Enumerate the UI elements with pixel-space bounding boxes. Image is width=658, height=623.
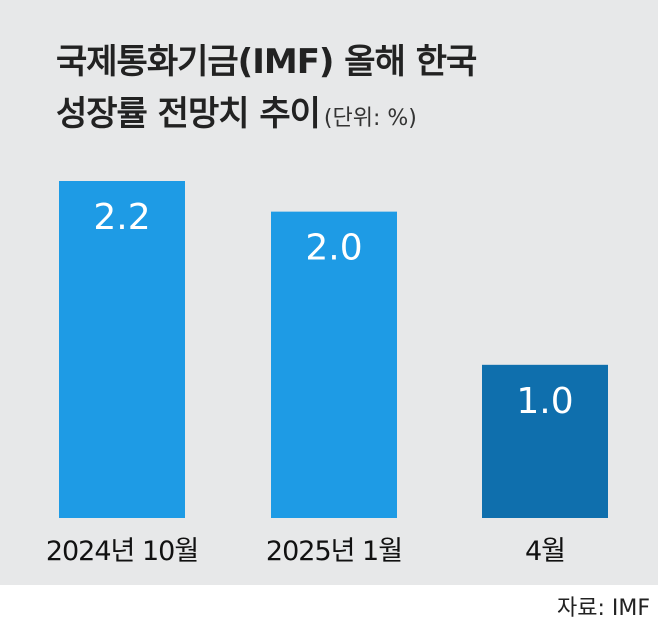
unit-label: (단위: %) <box>323 106 417 131</box>
chart-title-line2: 성장률 전망치 추이 (단위: %) <box>56 86 417 135</box>
bar-value-label-1: 2.0 <box>305 228 362 269</box>
source-note: 자료: IMF <box>556 596 650 621</box>
bar-value-label-2: 1.0 <box>516 381 573 422</box>
bar-1 <box>271 211 397 519</box>
chart-title-line2-text: 성장률 전망치 추이 <box>56 94 321 134</box>
bar-value-label-0: 2.2 <box>93 197 150 238</box>
category-label-0: 2024년 10월 <box>46 536 198 567</box>
bar-2 <box>482 364 608 518</box>
category-label-1: 2025년 1월 <box>266 536 402 567</box>
bar-chart: 2.2 2024년 10월 2.0 2025년 1월 1.0 4월 <box>46 181 608 567</box>
category-label-2: 4월 <box>525 536 565 567</box>
bar-0 <box>59 181 185 518</box>
chart-title-line1: 국제통화기금(IMF) 올해 한국 <box>56 42 477 82</box>
